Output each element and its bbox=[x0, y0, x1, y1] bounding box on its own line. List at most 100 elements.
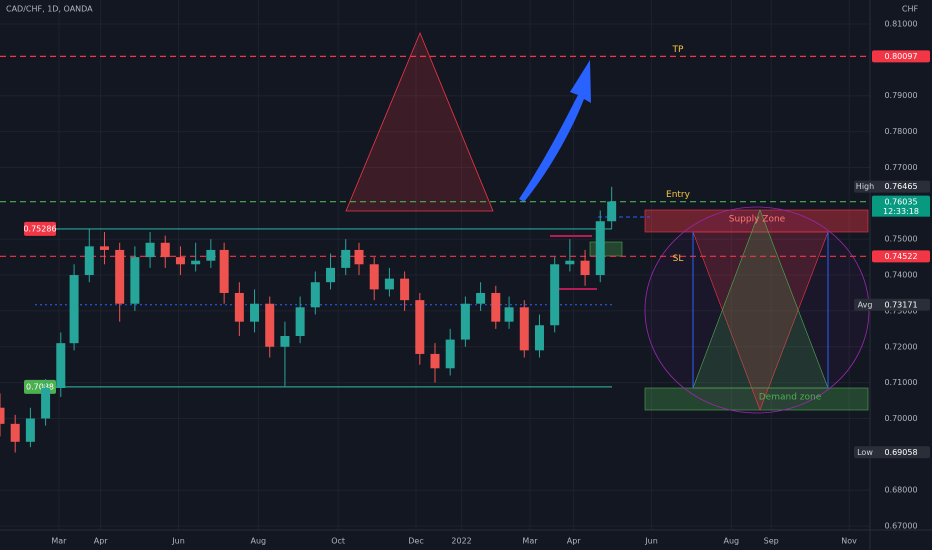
level-label-bg bbox=[872, 250, 930, 263]
candle-body bbox=[519, 307, 529, 351]
level-label: 0.7088 bbox=[26, 382, 54, 391]
level-label: 0.75286 bbox=[23, 224, 56, 233]
candle-body bbox=[234, 292, 244, 322]
candle-body bbox=[10, 423, 20, 442]
countdown-bg bbox=[872, 206, 930, 217]
y-tick-label: 0.70000 bbox=[884, 414, 917, 423]
levels: TP Entry SL 0.75286 0.7088 bbox=[0, 45, 870, 394]
y-tick-label: 0.68000 bbox=[884, 486, 917, 495]
candle-body bbox=[400, 278, 410, 301]
up-triangle bbox=[692, 209, 829, 389]
level-label: 0.80097 bbox=[884, 52, 917, 61]
y-tick-label: 0.73000 bbox=[884, 306, 917, 315]
down-triangle bbox=[692, 231, 829, 411]
candle-body bbox=[341, 249, 351, 268]
x-tick-label: Apr bbox=[94, 537, 109, 546]
y-tick-label: 0.67000 bbox=[884, 522, 917, 531]
level-label-bg bbox=[872, 180, 930, 193]
candle-body bbox=[115, 249, 125, 304]
candle-body bbox=[580, 260, 590, 276]
x-tick-label: Aug bbox=[251, 537, 267, 546]
candle-body bbox=[41, 387, 51, 419]
y-tick-label: 0.75000 bbox=[884, 235, 917, 244]
level-label: 0.76465 bbox=[884, 182, 917, 191]
candle-body bbox=[0, 407, 5, 424]
x-tick-label: Mar bbox=[51, 537, 67, 546]
candle-body bbox=[160, 242, 170, 258]
candle-body bbox=[595, 221, 605, 276]
candle-body bbox=[565, 260, 575, 265]
candle-body bbox=[534, 325, 544, 351]
x-tick-label: Jun bbox=[171, 537, 185, 546]
x-tick-label: Dec bbox=[408, 537, 423, 546]
level-tag: TP bbox=[672, 45, 684, 55]
candle-body bbox=[504, 307, 514, 322]
triangle-drawing bbox=[345, 31, 494, 212]
candle-body bbox=[56, 343, 66, 388]
supply-label: Supply Zone bbox=[729, 215, 786, 225]
grid bbox=[0, 0, 870, 530]
level-label: 0.73171 bbox=[884, 300, 917, 309]
candle-body bbox=[250, 303, 260, 322]
candle-body bbox=[130, 257, 140, 304]
arrow-drawing bbox=[519, 60, 591, 202]
y-tick-label: 0.71000 bbox=[884, 378, 917, 387]
candle-body bbox=[491, 292, 501, 322]
candle-body bbox=[354, 249, 364, 265]
x-tick-label: Aug bbox=[724, 537, 740, 546]
x-tick-label: Mar bbox=[522, 537, 538, 546]
candle-body bbox=[415, 300, 425, 354]
box-drawing bbox=[589, 241, 623, 257]
candle-body bbox=[310, 282, 320, 308]
candle-body bbox=[476, 292, 486, 304]
candle-body bbox=[99, 246, 109, 250]
level-label: 0.74522 bbox=[884, 252, 917, 261]
candle-body bbox=[460, 303, 470, 340]
candle-body bbox=[219, 249, 229, 293]
level-tag: Low bbox=[857, 448, 873, 457]
level-tag-bg bbox=[854, 180, 876, 193]
candle-body bbox=[369, 264, 379, 290]
y-tick-label: 0.74000 bbox=[884, 271, 917, 280]
x-tick-label: Sep bbox=[764, 537, 779, 546]
x-tick-label: Apr bbox=[567, 537, 582, 546]
level-label-bg bbox=[872, 196, 930, 209]
candle-body bbox=[69, 275, 79, 344]
candles bbox=[0, 186, 617, 453]
candle-body bbox=[326, 267, 336, 283]
level-label: 0.69058 bbox=[884, 448, 917, 457]
candle-body bbox=[175, 257, 185, 265]
level-label-bg bbox=[872, 446, 930, 459]
level-tag: Entry bbox=[666, 190, 691, 200]
y-tick-label: 0.81000 bbox=[884, 20, 917, 29]
symbol: CAD/CHF, 1D, OANDA bbox=[6, 5, 93, 14]
x-tick-label: 2022 bbox=[451, 537, 471, 546]
candle-body bbox=[445, 339, 455, 369]
level-label-bg bbox=[872, 298, 930, 311]
candle-body bbox=[295, 307, 305, 337]
y-tick-label: 0.77000 bbox=[884, 163, 917, 172]
y-tick-label: 0.78000 bbox=[884, 127, 917, 136]
countdown: 12:33:18 bbox=[883, 207, 919, 216]
level-label: 0.76035 bbox=[884, 198, 917, 207]
demand-label: Demand zone bbox=[759, 393, 822, 403]
candle-body bbox=[25, 418, 35, 442]
currency: CHF bbox=[902, 5, 919, 14]
level-tag: SL bbox=[673, 254, 684, 264]
level-tag: High bbox=[856, 182, 874, 191]
candle-body bbox=[607, 201, 617, 222]
candle-body bbox=[145, 242, 155, 258]
x-tick-label: Nov bbox=[841, 537, 857, 546]
axes: 0.81000 0.79000 0.78000 0.77000 0.75000 0.740… bbox=[51, 20, 930, 546]
candle-body bbox=[280, 336, 290, 347]
candle-body bbox=[550, 264, 560, 326]
candle-body bbox=[84, 246, 94, 276]
x-tick-label: Oct bbox=[331, 537, 345, 546]
level-tag: Avg bbox=[858, 300, 873, 309]
level-label-bg bbox=[24, 221, 56, 236]
candle-body bbox=[206, 249, 216, 261]
y-tick-label: 0.79000 bbox=[884, 91, 917, 100]
level-label-bg bbox=[872, 50, 930, 63]
x-tick-label: Jun bbox=[644, 537, 658, 546]
